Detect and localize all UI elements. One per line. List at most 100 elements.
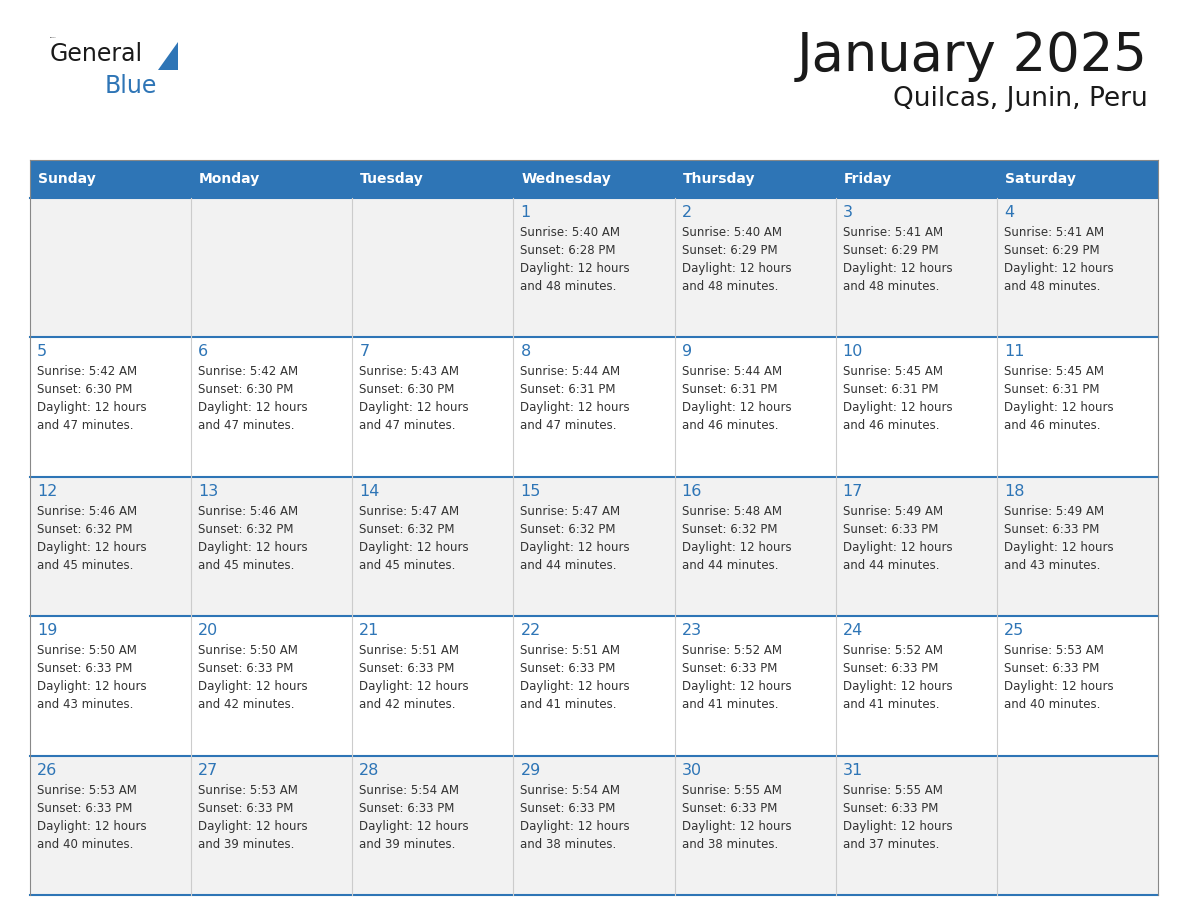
Text: 8: 8: [520, 344, 531, 360]
Text: Sunrise: 5:53 AM
Sunset: 6:33 PM
Daylight: 12 hours
and 40 minutes.: Sunrise: 5:53 AM Sunset: 6:33 PM Dayligh…: [1004, 644, 1113, 711]
Bar: [191, 616, 353, 756]
Bar: [835, 476, 997, 616]
Text: 5: 5: [37, 344, 48, 360]
Text: 18: 18: [1004, 484, 1024, 498]
Text: Sunrise: 5:40 AM
Sunset: 6:29 PM
Daylight: 12 hours
and 48 minutes.: Sunrise: 5:40 AM Sunset: 6:29 PM Dayligh…: [682, 226, 791, 293]
Text: Sunrise: 5:46 AM
Sunset: 6:32 PM
Daylight: 12 hours
and 45 minutes.: Sunrise: 5:46 AM Sunset: 6:32 PM Dayligh…: [37, 505, 146, 572]
Text: 13: 13: [198, 484, 219, 498]
Bar: [191, 160, 353, 198]
Text: Sunrise: 5:45 AM
Sunset: 6:31 PM
Daylight: 12 hours
and 46 minutes.: Sunrise: 5:45 AM Sunset: 6:31 PM Dayligh…: [1004, 365, 1113, 432]
Text: 6: 6: [198, 344, 208, 360]
Text: Friday: Friday: [843, 172, 892, 186]
Bar: [513, 160, 675, 198]
Text: Sunrise: 5:51 AM
Sunset: 6:33 PM
Daylight: 12 hours
and 42 minutes.: Sunrise: 5:51 AM Sunset: 6:33 PM Dayligh…: [359, 644, 469, 711]
Text: Sunrise: 5:52 AM
Sunset: 6:33 PM
Daylight: 12 hours
and 41 minutes.: Sunrise: 5:52 AM Sunset: 6:33 PM Dayligh…: [842, 644, 953, 711]
Text: Quilcas, Junin, Peru: Quilcas, Junin, Peru: [893, 86, 1148, 112]
Text: Tuesday: Tuesday: [360, 172, 424, 186]
Text: Sunrise: 5:42 AM
Sunset: 6:30 PM
Daylight: 12 hours
and 47 minutes.: Sunrise: 5:42 AM Sunset: 6:30 PM Dayligh…: [37, 365, 146, 432]
Text: Sunrise: 5:52 AM
Sunset: 6:33 PM
Daylight: 12 hours
and 41 minutes.: Sunrise: 5:52 AM Sunset: 6:33 PM Dayligh…: [682, 644, 791, 711]
Text: General: General: [50, 42, 143, 66]
Bar: [30, 160, 191, 198]
Bar: [997, 616, 1158, 756]
Bar: [675, 198, 835, 338]
Bar: [191, 198, 353, 338]
Bar: [675, 160, 835, 198]
Bar: [30, 616, 191, 756]
Text: 9: 9: [682, 344, 691, 360]
Bar: [353, 198, 513, 338]
Text: 4: 4: [1004, 205, 1015, 220]
Bar: [835, 160, 997, 198]
Text: 29: 29: [520, 763, 541, 778]
Text: Sunrise: 5:47 AM
Sunset: 6:32 PM
Daylight: 12 hours
and 44 minutes.: Sunrise: 5:47 AM Sunset: 6:32 PM Dayligh…: [520, 505, 630, 572]
Text: 24: 24: [842, 623, 862, 638]
Bar: [997, 198, 1158, 338]
Bar: [835, 756, 997, 895]
Bar: [353, 160, 513, 198]
Bar: [675, 616, 835, 756]
Text: Sunrise: 5:44 AM
Sunset: 6:31 PM
Daylight: 12 hours
and 47 minutes.: Sunrise: 5:44 AM Sunset: 6:31 PM Dayligh…: [520, 365, 630, 432]
Bar: [191, 756, 353, 895]
Bar: [513, 198, 675, 338]
Bar: [191, 476, 353, 616]
Bar: [353, 338, 513, 476]
Text: 19: 19: [37, 623, 57, 638]
Text: Sunrise: 5:55 AM
Sunset: 6:33 PM
Daylight: 12 hours
and 38 minutes.: Sunrise: 5:55 AM Sunset: 6:33 PM Dayligh…: [682, 784, 791, 851]
Text: 10: 10: [842, 344, 864, 360]
Text: Monday: Monday: [200, 172, 260, 186]
Bar: [353, 756, 513, 895]
Polygon shape: [158, 42, 178, 70]
Text: 23: 23: [682, 623, 702, 638]
Text: 7: 7: [359, 344, 369, 360]
Text: Sunrise: 5:42 AM
Sunset: 6:30 PM
Daylight: 12 hours
and 47 minutes.: Sunrise: 5:42 AM Sunset: 6:30 PM Dayligh…: [198, 365, 308, 432]
Text: 16: 16: [682, 484, 702, 498]
Text: January 2025: January 2025: [797, 30, 1148, 82]
Bar: [353, 616, 513, 756]
Text: Sunrise: 5:43 AM
Sunset: 6:30 PM
Daylight: 12 hours
and 47 minutes.: Sunrise: 5:43 AM Sunset: 6:30 PM Dayligh…: [359, 365, 469, 432]
Text: Sunrise: 5:51 AM
Sunset: 6:33 PM
Daylight: 12 hours
and 41 minutes.: Sunrise: 5:51 AM Sunset: 6:33 PM Dayligh…: [520, 644, 630, 711]
Text: Sunrise: 5:40 AM
Sunset: 6:28 PM
Daylight: 12 hours
and 48 minutes.: Sunrise: 5:40 AM Sunset: 6:28 PM Dayligh…: [520, 226, 630, 293]
Bar: [513, 616, 675, 756]
Bar: [835, 198, 997, 338]
Text: Sunrise: 5:48 AM
Sunset: 6:32 PM
Daylight: 12 hours
and 44 minutes.: Sunrise: 5:48 AM Sunset: 6:32 PM Dayligh…: [682, 505, 791, 572]
Text: 22: 22: [520, 623, 541, 638]
Bar: [30, 756, 191, 895]
Text: Sunrise: 5:41 AM
Sunset: 6:29 PM
Daylight: 12 hours
and 48 minutes.: Sunrise: 5:41 AM Sunset: 6:29 PM Dayligh…: [1004, 226, 1113, 293]
Bar: [997, 338, 1158, 476]
Bar: [997, 756, 1158, 895]
Text: 15: 15: [520, 484, 541, 498]
Text: Sunrise: 5:54 AM
Sunset: 6:33 PM
Daylight: 12 hours
and 38 minutes.: Sunrise: 5:54 AM Sunset: 6:33 PM Dayligh…: [520, 784, 630, 851]
Text: 12: 12: [37, 484, 57, 498]
Text: 26: 26: [37, 763, 57, 778]
Bar: [513, 756, 675, 895]
Text: 28: 28: [359, 763, 380, 778]
Text: Blue: Blue: [105, 74, 157, 98]
Text: Sunrise: 5:49 AM
Sunset: 6:33 PM
Daylight: 12 hours
and 44 minutes.: Sunrise: 5:49 AM Sunset: 6:33 PM Dayligh…: [842, 505, 953, 572]
Text: Sunrise: 5:53 AM
Sunset: 6:33 PM
Daylight: 12 hours
and 39 minutes.: Sunrise: 5:53 AM Sunset: 6:33 PM Dayligh…: [198, 784, 308, 851]
Bar: [997, 476, 1158, 616]
Text: 21: 21: [359, 623, 380, 638]
Bar: [675, 476, 835, 616]
Bar: [835, 338, 997, 476]
Text: 3: 3: [842, 205, 853, 220]
Text: #1a1a1a: #1a1a1a: [50, 37, 56, 38]
Bar: [30, 338, 191, 476]
Text: 27: 27: [198, 763, 219, 778]
Text: Sunrise: 5:47 AM
Sunset: 6:32 PM
Daylight: 12 hours
and 45 minutes.: Sunrise: 5:47 AM Sunset: 6:32 PM Dayligh…: [359, 505, 469, 572]
Text: 14: 14: [359, 484, 380, 498]
Text: Sunrise: 5:55 AM
Sunset: 6:33 PM
Daylight: 12 hours
and 37 minutes.: Sunrise: 5:55 AM Sunset: 6:33 PM Dayligh…: [842, 784, 953, 851]
Text: Sunrise: 5:50 AM
Sunset: 6:33 PM
Daylight: 12 hours
and 42 minutes.: Sunrise: 5:50 AM Sunset: 6:33 PM Dayligh…: [198, 644, 308, 711]
Text: Thursday: Thursday: [683, 172, 756, 186]
Text: Sunday: Sunday: [38, 172, 96, 186]
Text: 2: 2: [682, 205, 691, 220]
Bar: [675, 756, 835, 895]
Text: Sunrise: 5:46 AM
Sunset: 6:32 PM
Daylight: 12 hours
and 45 minutes.: Sunrise: 5:46 AM Sunset: 6:32 PM Dayligh…: [198, 505, 308, 572]
Text: Saturday: Saturday: [1005, 172, 1075, 186]
Bar: [675, 338, 835, 476]
Text: Sunrise: 5:44 AM
Sunset: 6:31 PM
Daylight: 12 hours
and 46 minutes.: Sunrise: 5:44 AM Sunset: 6:31 PM Dayligh…: [682, 365, 791, 432]
Text: Sunrise: 5:49 AM
Sunset: 6:33 PM
Daylight: 12 hours
and 43 minutes.: Sunrise: 5:49 AM Sunset: 6:33 PM Dayligh…: [1004, 505, 1113, 572]
Text: 31: 31: [842, 763, 862, 778]
Bar: [353, 476, 513, 616]
Bar: [997, 160, 1158, 198]
Bar: [191, 338, 353, 476]
